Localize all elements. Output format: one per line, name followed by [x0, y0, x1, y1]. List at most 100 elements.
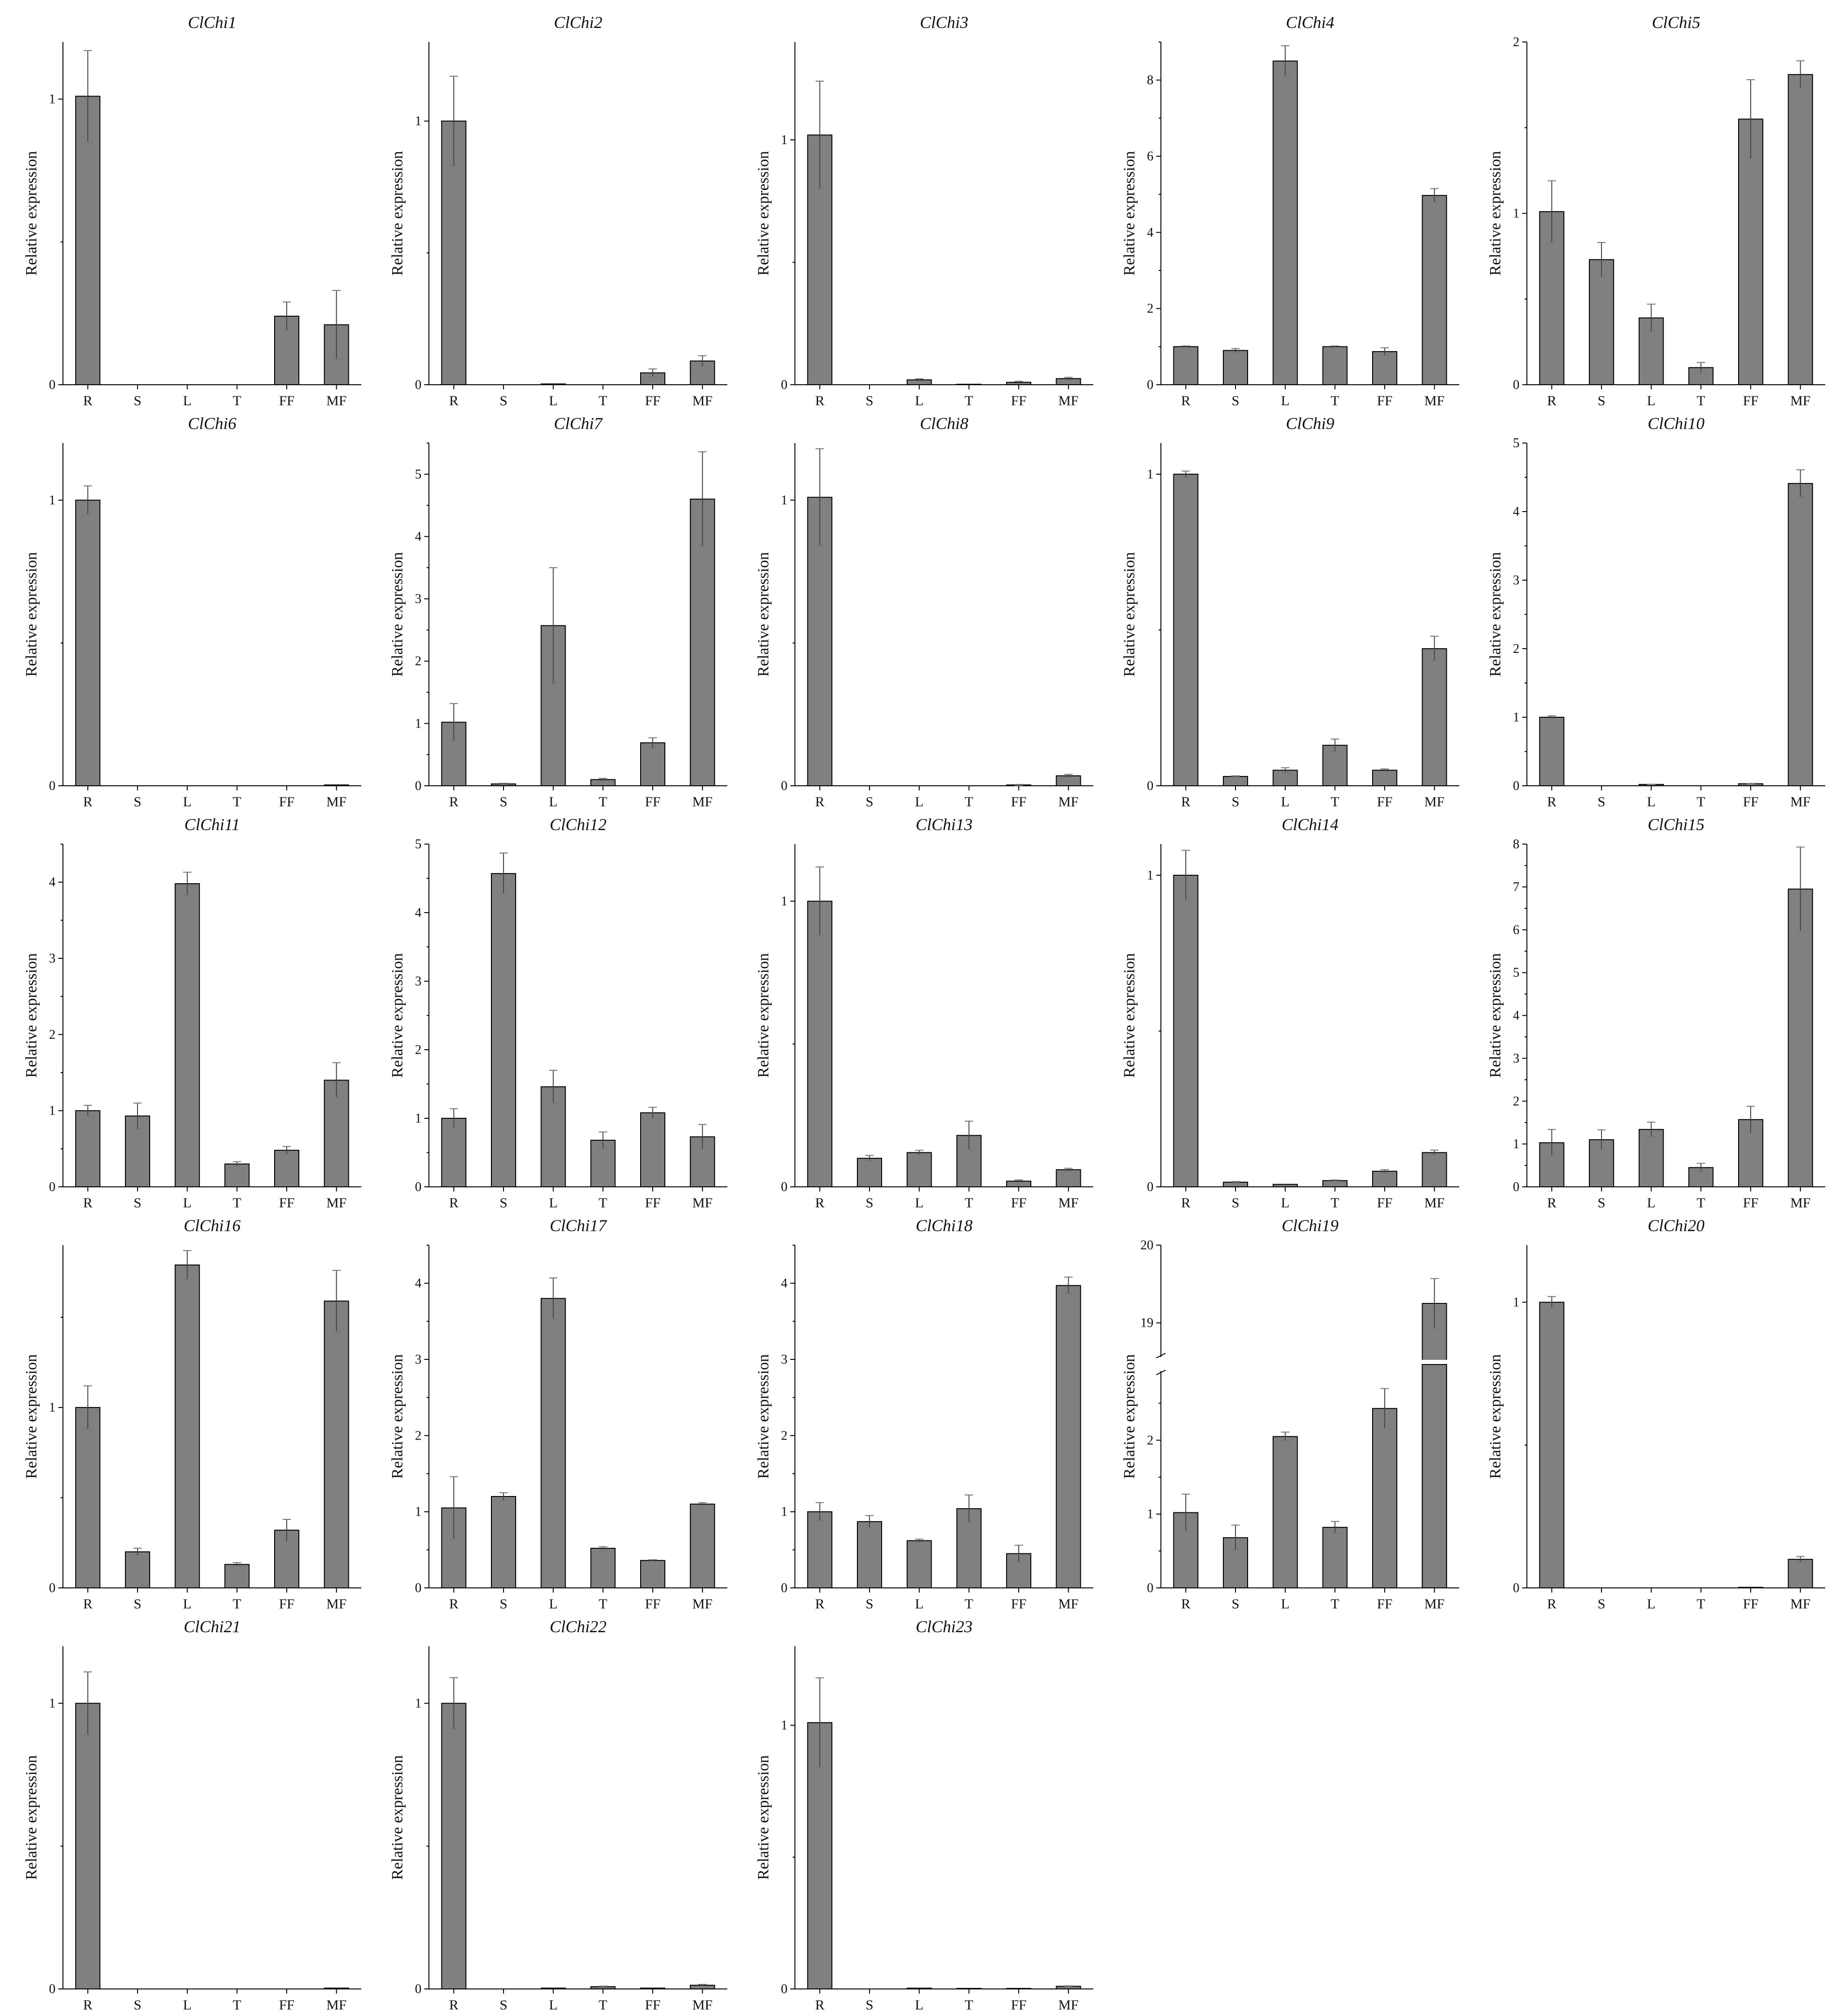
chart-svg: ClChi23 Relative expression 0 1 R S L T FF MF	[755, 1617, 1093, 2013]
y-tick-label: 4	[49, 875, 55, 890]
chart-title: ClChi1	[188, 13, 236, 32]
x-tick-label: L	[1647, 1195, 1656, 1211]
x-tick-label: S	[1598, 393, 1606, 409]
y-tick-label: 3	[781, 1352, 787, 1367]
x-tick-label: S	[866, 1195, 874, 1211]
chart-panel-ClChi19: ClChi19 Relative expression 0 1 2 19 20 R S L T FF M…	[1098, 1203, 1466, 1612]
chart-svg: ClChi16 Relative expression 0 1 R S L T FF MF	[23, 1216, 361, 1612]
chart-svg: ClChi11 Relative expression 0 1 2 3 4 R S L T FF MF	[23, 815, 361, 1211]
chart-title: ClChi5	[1652, 13, 1700, 32]
bar-MF	[1788, 74, 1813, 385]
y-tick-label: 3	[1513, 1051, 1519, 1066]
x-tick-label: T	[965, 794, 973, 810]
x-tick-label: T	[599, 794, 607, 810]
x-tick-label: T	[965, 1596, 973, 1612]
x-tick-label: MF	[326, 794, 346, 810]
y-tick-label: 0	[781, 1581, 787, 1595]
bar-L	[906, 1152, 932, 1187]
y-tick-label: 1	[1513, 207, 1519, 221]
y-tick-label: 7	[1513, 880, 1519, 894]
x-tick-label: L	[1647, 794, 1656, 810]
chart-svg: ClChi18 Relative expression 0 1 2 3 4 R S L T FF MF	[755, 1216, 1093, 1612]
x-tick-label: R	[1181, 393, 1190, 409]
chart-panel-ClChi10: ClChi10 Relative expression 0 1 2 3 4 5 R S L T FF MF	[1464, 401, 1832, 810]
bar-FF	[1006, 1988, 1031, 1989]
x-tick-label: L	[183, 1195, 192, 1211]
x-tick-label: R	[449, 1596, 458, 1612]
y-axis-label: Relative expression	[389, 953, 406, 1078]
y-tick-label: 1	[781, 1505, 787, 1519]
x-tick-label: S	[134, 1195, 142, 1211]
bar-R	[1539, 1302, 1565, 1588]
chart-panel-ClChi15: ClChi15 Relative expression 0 1 2 3 4 5 6 7 8 R S L T F…	[1464, 802, 1832, 1211]
chart-svg: ClChi10 Relative expression 0 1 2 3 4 5 R S L T FF MF	[1487, 414, 1825, 810]
bar-T	[590, 1548, 616, 1588]
x-tick-label: L	[549, 1195, 558, 1211]
chart-title: ClChi17	[550, 1216, 607, 1235]
x-tick-label: MF	[1058, 1997, 1078, 2013]
chart-title: ClChi7	[554, 414, 603, 433]
y-axis-label: Relative expression	[23, 1755, 40, 1880]
chart-svg: ClChi22 Relative expression 0 1 R S L T FF MF	[389, 1617, 727, 2013]
y-tick-label: 0	[49, 1180, 55, 1194]
chart-panel-ClChi18: ClChi18 Relative expression 0 1 2 3 4 R S L T FF MF	[732, 1203, 1100, 1612]
bar-S	[1589, 259, 1614, 385]
bar-R	[75, 1110, 101, 1188]
chart-panel-ClChi9: ClChi9 Relative expression 0 1 R S L T FF MF	[1098, 401, 1466, 810]
bar-R	[75, 1703, 101, 1989]
x-tick-label: R	[1181, 1195, 1190, 1211]
y-axis-label: Relative expression	[23, 552, 40, 677]
bar-S	[1223, 776, 1248, 786]
bar-R	[1173, 473, 1199, 786]
y-tick-label: 0	[1147, 1581, 1153, 1595]
chart-svg: ClChi8 Relative expression 0 1 R S L T FF MF	[755, 414, 1093, 810]
y-axis-label: Relative expression	[755, 552, 772, 677]
x-tick-label: FF	[645, 393, 660, 409]
y-tick-label: 5	[415, 467, 421, 482]
y-tick-label: 0	[1513, 1581, 1519, 1595]
y-tick-label: 0	[415, 1982, 421, 1996]
bar-MF	[1422, 1152, 1447, 1187]
bar-R	[441, 1118, 467, 1187]
bar-T	[224, 1164, 250, 1187]
y-tick-label: 5	[1513, 436, 1519, 450]
x-tick-label: S	[1232, 1195, 1240, 1211]
bar-T	[224, 1564, 250, 1588]
x-tick-label: FF	[1743, 1195, 1758, 1211]
chart-svg: ClChi5 Relative expression 0 1 2 R S L T FF MF	[1487, 13, 1825, 409]
chart-title: ClChi15	[1648, 815, 1705, 834]
x-tick-label: S	[866, 393, 874, 409]
x-tick-label: FF	[645, 1997, 660, 2013]
x-tick-label: R	[815, 1596, 824, 1612]
x-tick-label: T	[1331, 1195, 1339, 1211]
y-tick-label: 0	[781, 1982, 787, 1996]
y-tick-label: 0	[1147, 779, 1153, 793]
chart-svg: ClChi7 Relative expression 0 1 2 3 4 5 R S L T FF MF	[389, 414, 727, 810]
x-tick-label: FF	[1011, 794, 1026, 810]
y-tick-label: 1	[1513, 710, 1519, 725]
y-tick-label: 4	[1147, 225, 1153, 240]
bar-FF	[1372, 1408, 1397, 1588]
y-tick-label: 4	[1513, 505, 1519, 519]
chart-panel-ClChi16: ClChi16 Relative expression 0 1 R S L T FF MF	[0, 1203, 368, 1612]
chart-panel-ClChi2: ClChi2 Relative expression 0 1 R S L T FF MF	[366, 0, 734, 409]
y-tick-label: 8	[1513, 837, 1519, 852]
x-tick-label: T	[233, 393, 241, 409]
chart-title: ClChi16	[184, 1216, 241, 1235]
x-tick-label: S	[134, 794, 142, 810]
x-tick-label: L	[915, 794, 924, 810]
x-tick-label: FF	[279, 794, 294, 810]
x-tick-label: FF	[279, 393, 294, 409]
y-tick-label: 2	[781, 1428, 787, 1443]
bar-MF	[1056, 1285, 1081, 1589]
chart-svg: ClChi6 Relative expression 0 1 R S L T FF MF	[23, 414, 361, 810]
chart-title: ClChi10	[1648, 414, 1705, 433]
x-tick-label: FF	[1743, 794, 1758, 810]
y-tick-label: 1	[1147, 868, 1153, 883]
x-tick-label: MF	[326, 393, 346, 409]
y-axis-label: Relative expression	[389, 1755, 406, 1880]
bar-R	[807, 901, 833, 1187]
chart-panel-ClChi14: ClChi14 Relative expression 0 1 R S L T FF MF	[1098, 802, 1466, 1211]
y-tick-label: 0	[49, 378, 55, 392]
